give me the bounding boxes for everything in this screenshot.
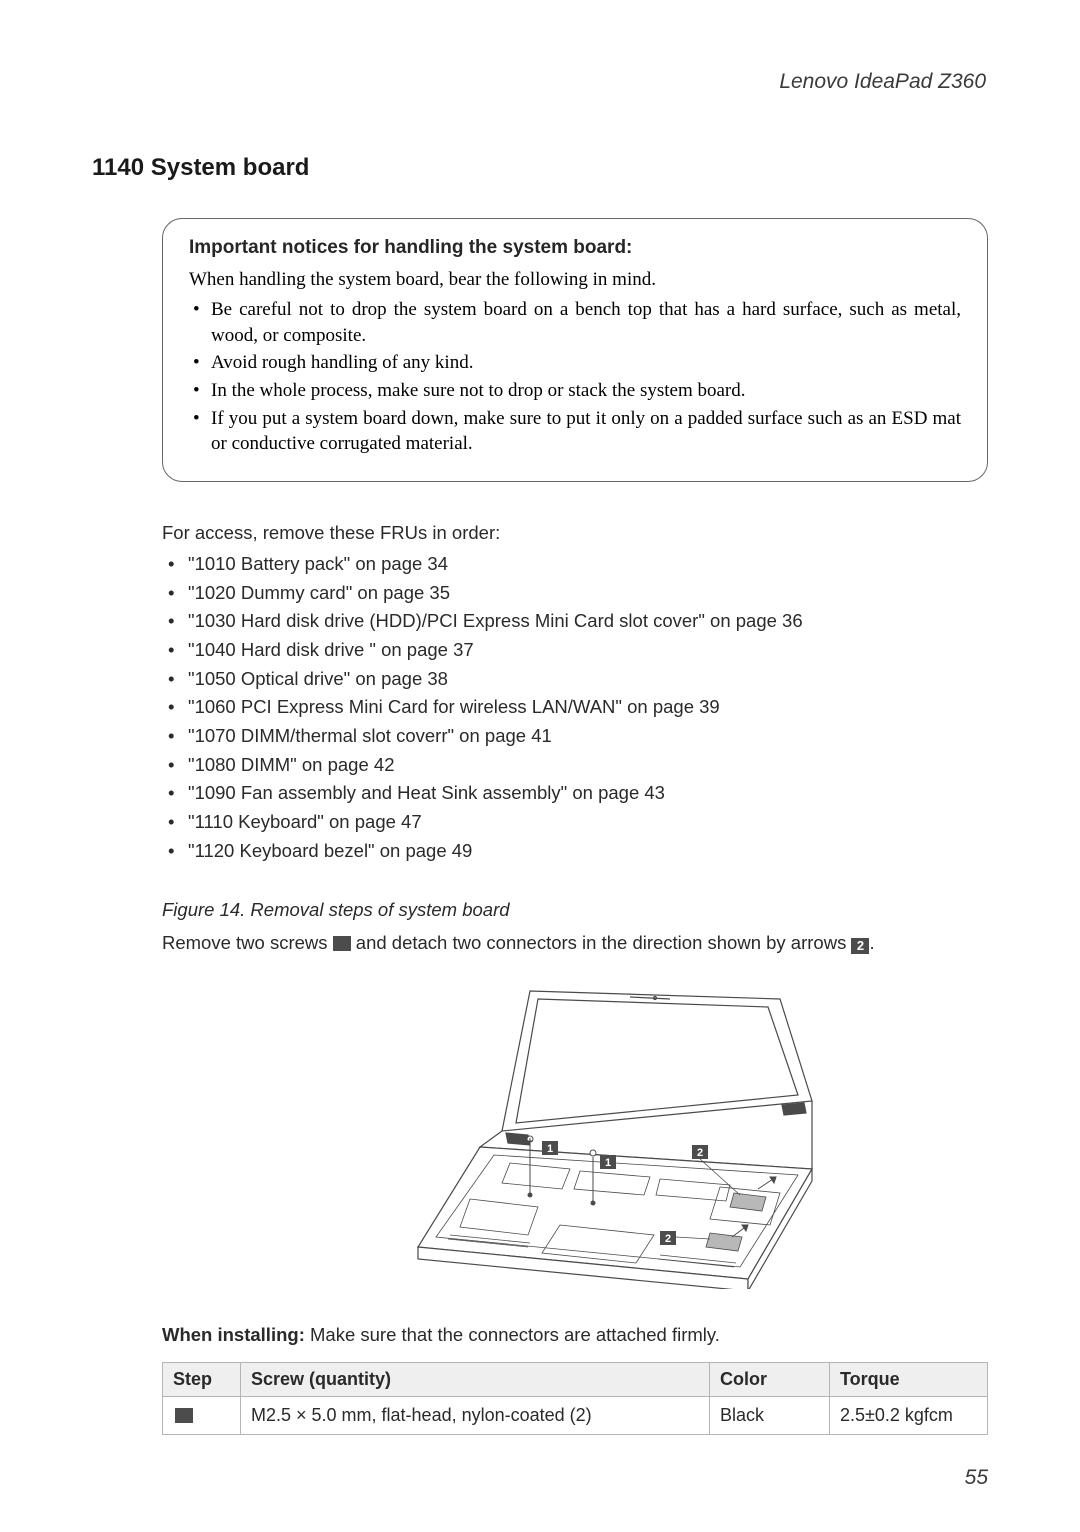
fru-item: "1110 Keyboard" on page 47 [162, 808, 988, 837]
diagram-callout-2: 2 [697, 1147, 703, 1159]
page-header-title: Lenovo IdeaPad Z360 [92, 70, 988, 94]
th-screw: Screw (quantity) [241, 1362, 710, 1396]
callout-marker-2: 2 [851, 938, 869, 954]
notice-item: Be careful not to drop the system board … [189, 297, 961, 348]
th-torque: Torque [830, 1362, 988, 1396]
notice-item: Avoid rough handling of any kind. [189, 350, 961, 376]
notice-box: Important notices for handling the syste… [162, 218, 988, 482]
remove-text-part: Remove two screws [162, 932, 333, 953]
td-step [163, 1396, 241, 1434]
fru-item: "1050 Optical drive" on page 38 [162, 665, 988, 694]
td-screw: M2.5 × 5.0 mm, flat-head, nylon-coated (… [241, 1396, 710, 1434]
remove-text-part: and detach two connectors in the directi… [351, 932, 852, 953]
td-torque: 2.5±0.2 kgfcm [830, 1396, 988, 1434]
laptop-diagram-svg: 1 1 2 2 [410, 979, 830, 1289]
notice-heading: Important notices for handling the syste… [189, 237, 961, 259]
installing-text: Make sure that the connectors are attach… [305, 1324, 720, 1345]
notice-list: Be careful not to drop the system board … [189, 297, 961, 457]
th-step: Step [163, 1362, 241, 1396]
step-marker [175, 1408, 193, 1423]
diagram-callout-2b: 2 [665, 1233, 671, 1245]
fru-item: "1090 Fan assembly and Heat Sink assembl… [162, 779, 988, 808]
diagram-callout-1: 1 [547, 1143, 553, 1155]
figure-caption: Figure 14. Removal steps of system board [162, 899, 988, 921]
table-header-row: Step Screw (quantity) Color Torque [163, 1362, 988, 1396]
fru-item: "1080 DIMM" on page 42 [162, 751, 988, 780]
fru-item: "1030 Hard disk drive (HDD)/PCI Express … [162, 607, 988, 636]
content-block: For access, remove these FRUs in order: … [162, 522, 988, 1435]
installing-label: When installing: [162, 1324, 305, 1345]
notice-lead: When handling the system board, bear the… [189, 269, 961, 291]
th-color: Color [710, 1362, 830, 1396]
fru-item: "1070 DIMM/thermal slot coverr" on page … [162, 722, 988, 751]
callout-marker-1 [333, 936, 351, 951]
fru-item: "1010 Battery pack" on page 34 [162, 550, 988, 579]
notice-item: If you put a system board down, make sur… [189, 406, 961, 457]
notice-item: In the whole process, make sure not to d… [189, 378, 961, 404]
screw-table: Step Screw (quantity) Color Torque M2.5 … [162, 1362, 988, 1435]
fru-list: "1010 Battery pack" on page 34 "1020 Dum… [162, 550, 988, 865]
fru-item: "1020 Dummy card" on page 35 [162, 579, 988, 608]
installing-note: When installing: Make sure that the conn… [162, 1324, 988, 1346]
td-color: Black [710, 1396, 830, 1434]
diagram-callout-1b: 1 [605, 1157, 611, 1169]
remove-text-part: . [869, 932, 874, 953]
access-lead: For access, remove these FRUs in order: [162, 522, 988, 544]
system-board-diagram: 1 1 2 2 [252, 979, 988, 1294]
page-number: 55 [965, 1466, 988, 1490]
fru-item: "1120 Keyboard bezel" on page 49 [162, 837, 988, 866]
fru-item: "1040 Hard disk drive " on page 37 [162, 636, 988, 665]
table-row: M2.5 × 5.0 mm, flat-head, nylon-coated (… [163, 1396, 988, 1434]
section-title: 1140 System board [92, 154, 988, 182]
remove-instruction: Remove two screws and detach two connect… [162, 929, 988, 957]
fru-item: "1060 PCI Express Mini Card for wireless… [162, 693, 988, 722]
